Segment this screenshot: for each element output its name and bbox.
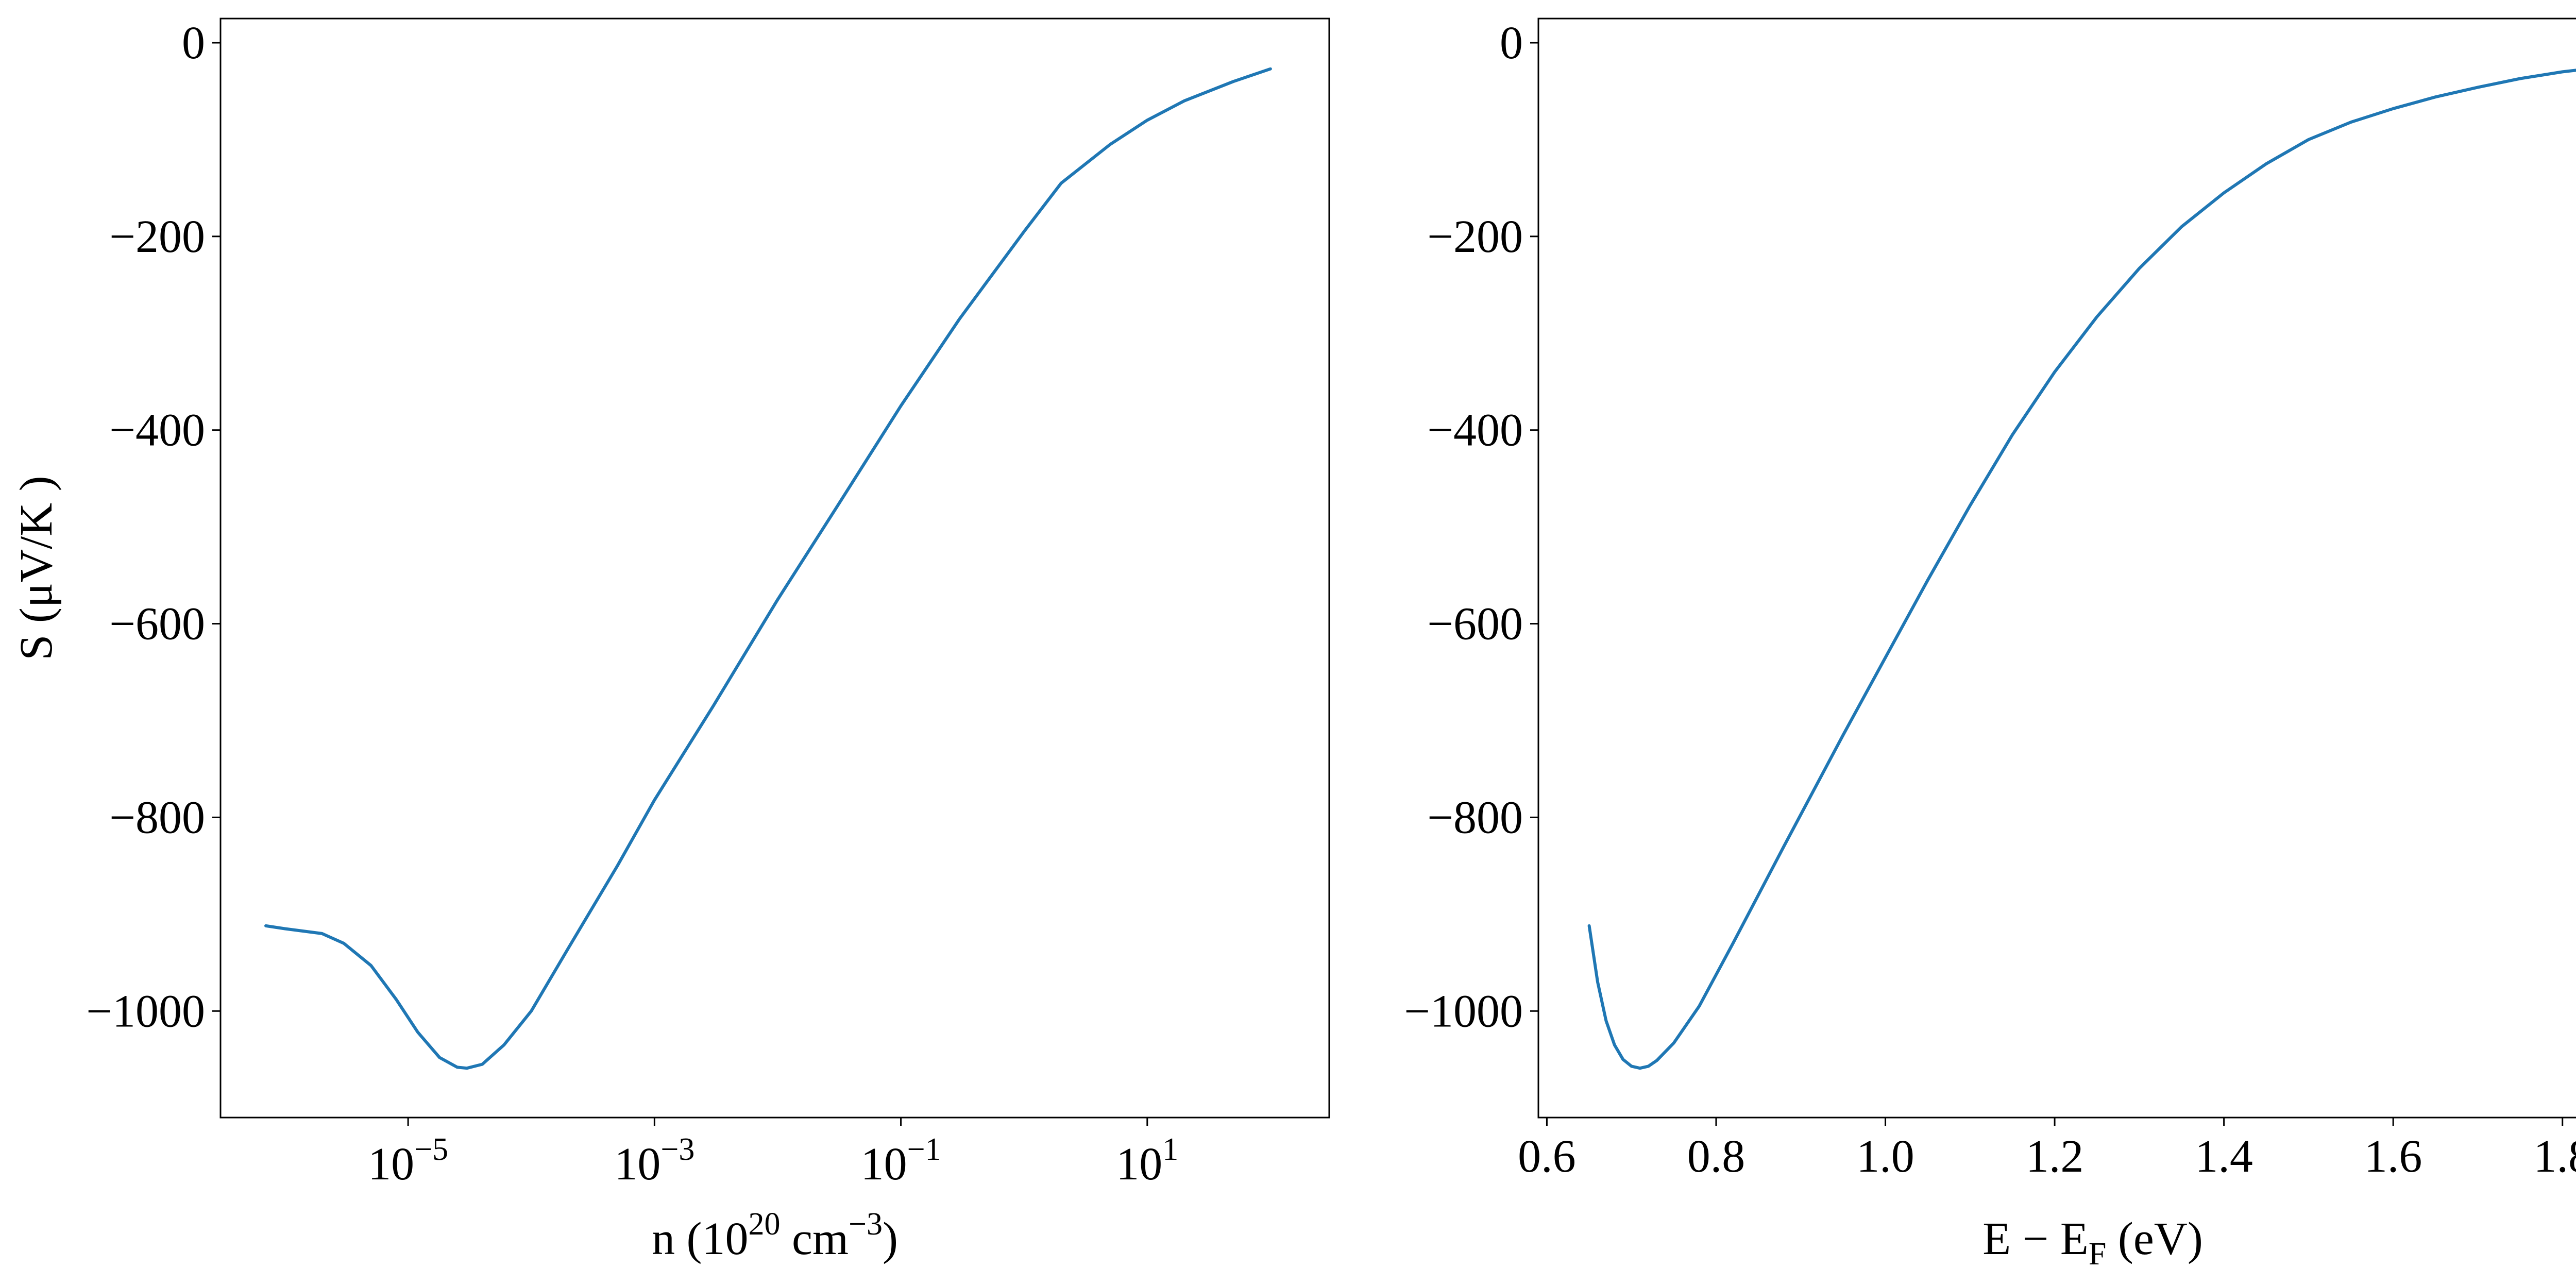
y-tick-label: −1000	[86, 986, 205, 1037]
y-tick-label: 0	[1500, 18, 1523, 69]
series-line-0	[266, 69, 1270, 1069]
y-tick-label: −1000	[1404, 986, 1523, 1037]
panel-right: 0 −200 −400 −600 −800 −1000 0.6 0.8 1.0 1.2 1.4 1.6…	[1404, 18, 2576, 1272]
x-tick-label: 0.8	[1687, 1131, 1745, 1182]
y-tick-label: −400	[109, 405, 205, 456]
axes-frame	[1538, 19, 2576, 1118]
x-tick-label: 10−1	[861, 1132, 941, 1190]
series-line-0	[1589, 68, 2576, 1068]
x-tick-label: 1.8	[2533, 1131, 2576, 1182]
y-tick-label: −600	[109, 599, 205, 650]
y-tick-label: −200	[1427, 211, 1523, 262]
x-tick-label: 1.0	[1856, 1131, 1914, 1182]
axes-frame	[221, 19, 1329, 1118]
x-tick-label: 101	[1116, 1132, 1178, 1190]
x-tick-label: 10−5	[368, 1132, 448, 1190]
x-tick-label: 1.6	[2364, 1131, 2422, 1182]
panel-left: 0 −200 −400 −600 −800 −1000 10−5 10−3 10−1 101 n (…	[11, 18, 1329, 1264]
y-axis-label: S (μV/K )	[11, 476, 62, 660]
y-tick-label: −800	[1427, 792, 1523, 843]
x-axis-label: E − EF (eV)	[1982, 1213, 2203, 1272]
y-tick-label: −200	[109, 211, 205, 262]
y-tick-label: 0	[182, 18, 205, 69]
x-tick-label: 10−3	[614, 1132, 694, 1190]
x-tick-label: 1.4	[2195, 1131, 2253, 1182]
y-tick-label: −800	[109, 792, 205, 843]
x-tick-label: 0.6	[1518, 1131, 1576, 1182]
x-axis-label: n (1020 cm−3)	[652, 1207, 898, 1264]
x-tick-label: 1.2	[2026, 1131, 2084, 1182]
y-tick-label: −400	[1427, 405, 1523, 456]
y-tick-label: −600	[1427, 599, 1523, 650]
